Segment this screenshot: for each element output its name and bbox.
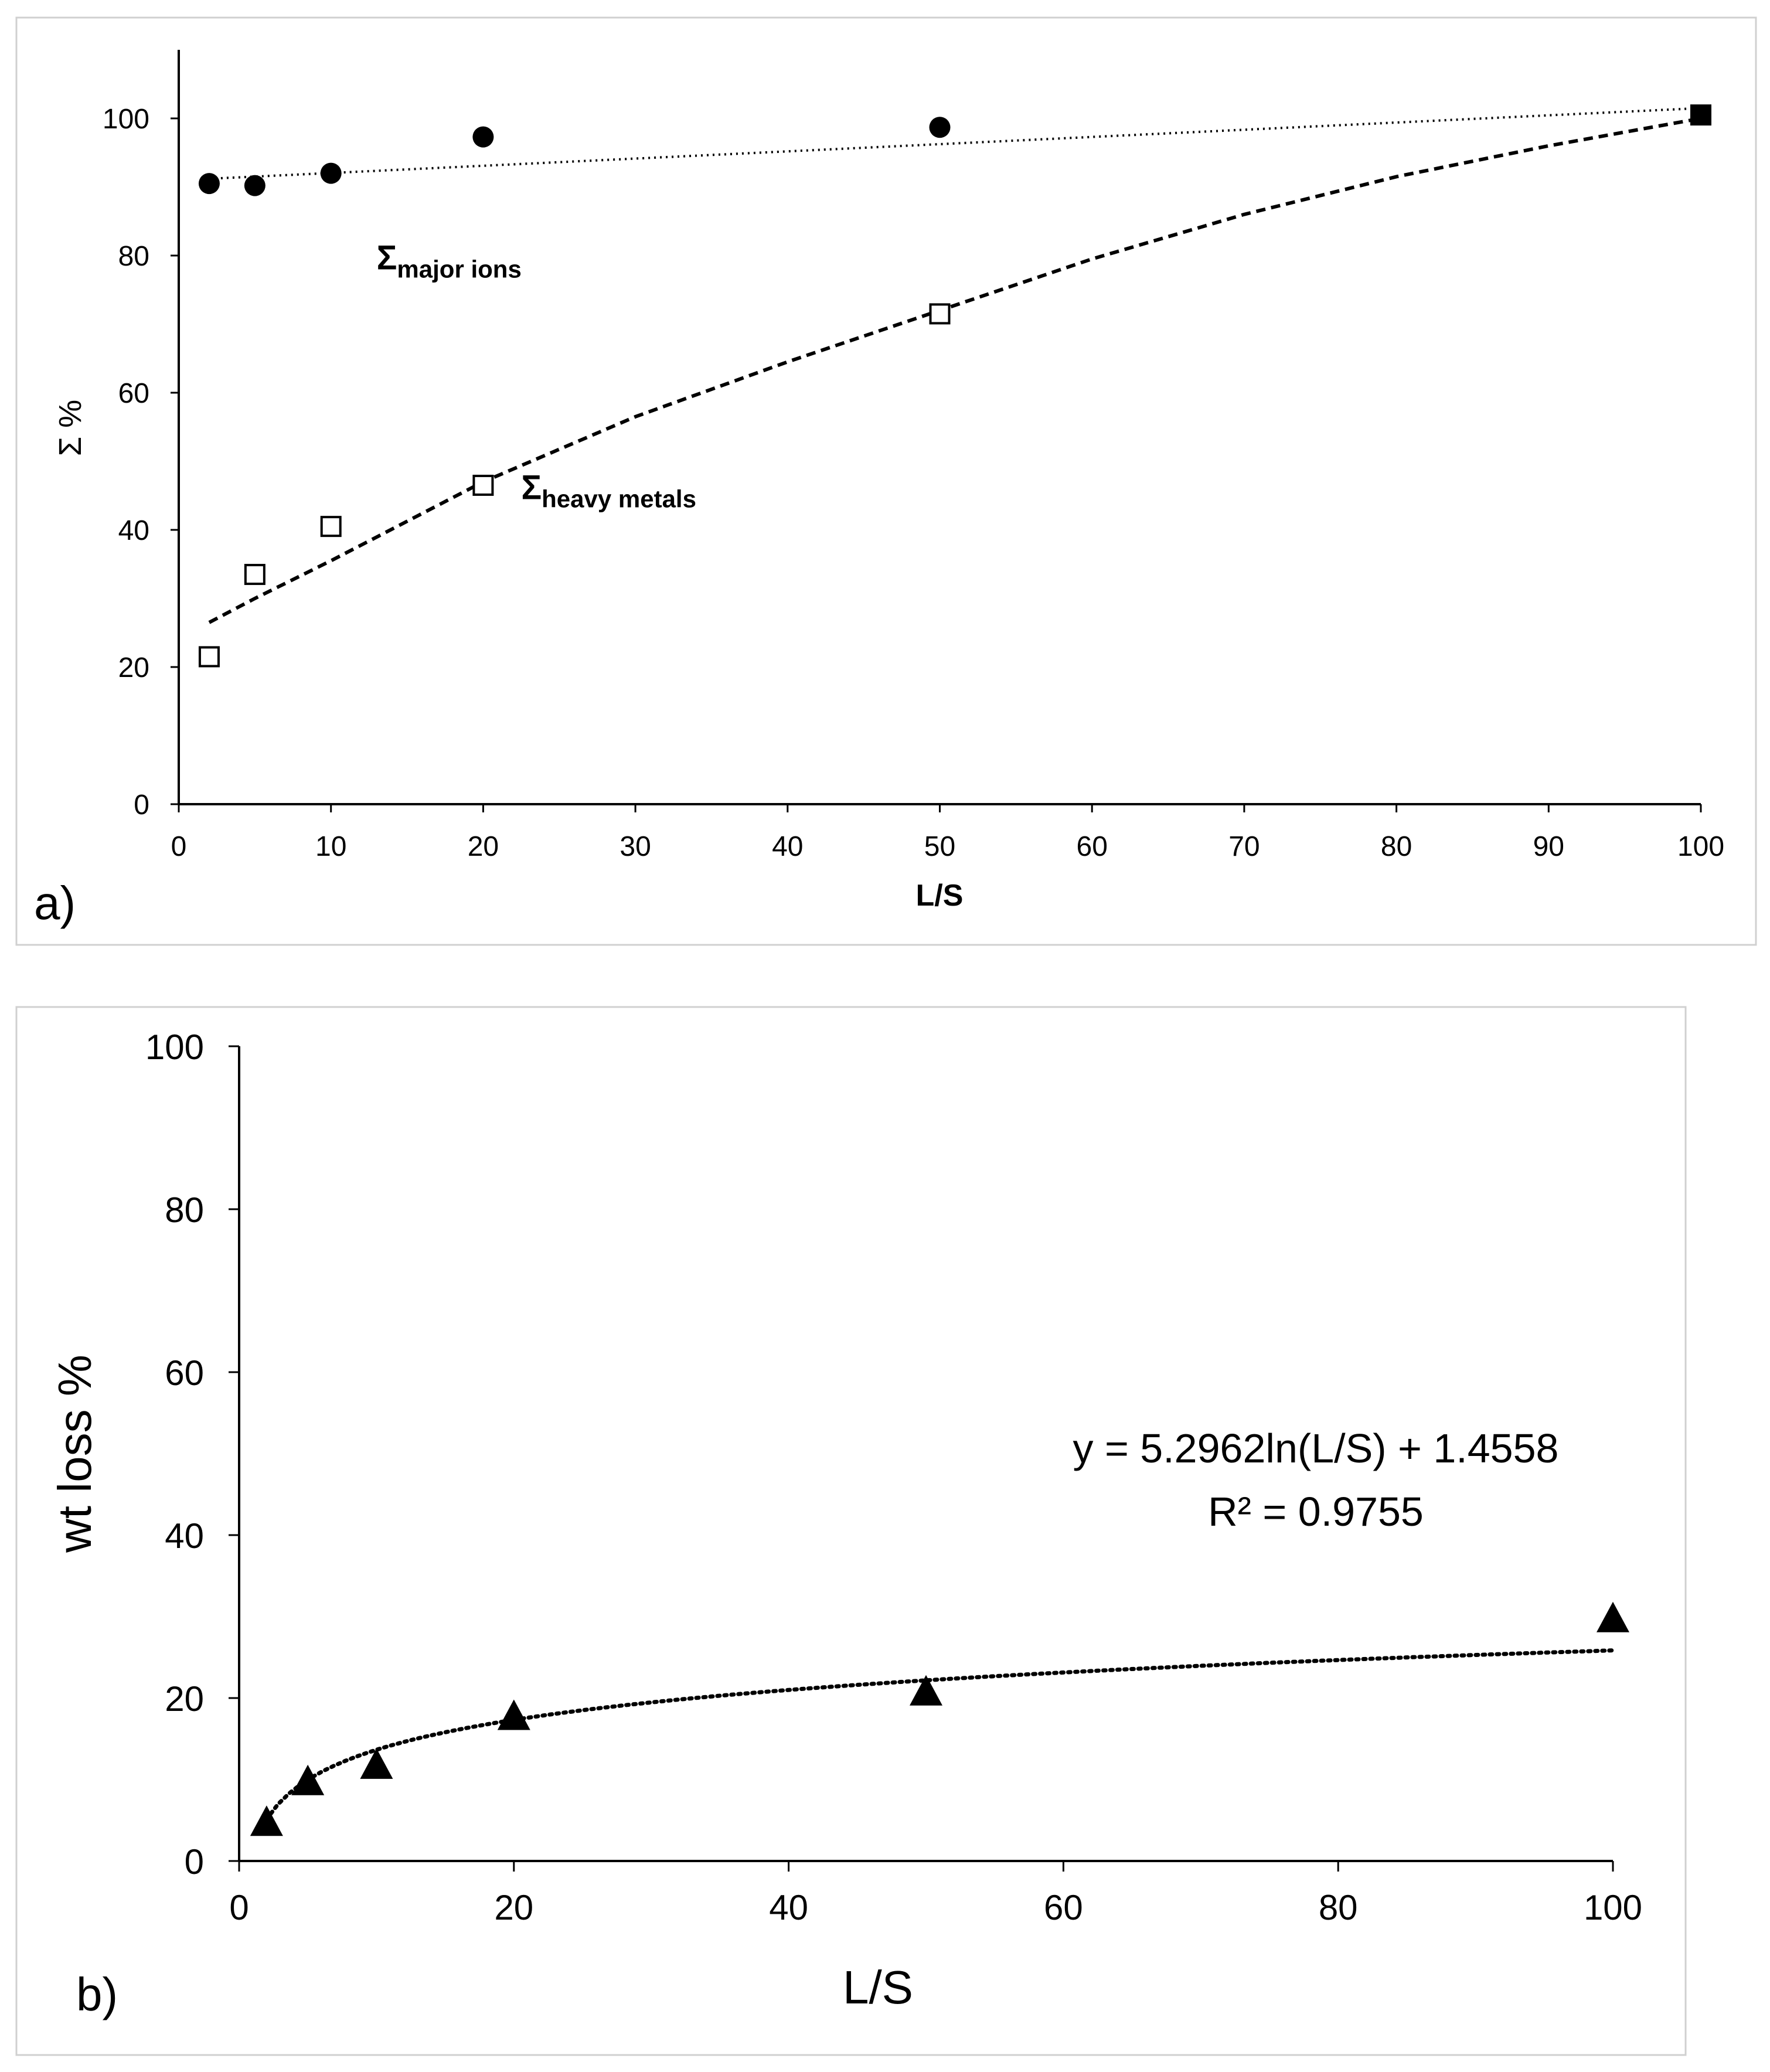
- panel-a-y-tick-label: 20: [118, 652, 149, 683]
- heavy-metals-point: [929, 303, 951, 325]
- heavy-metals-point: [320, 516, 342, 537]
- wt-loss-trendline: [264, 1648, 1615, 1822]
- panel-b-y-tick-label: 100: [145, 1028, 204, 1067]
- panel-a-x-tick-label: 90: [1533, 831, 1564, 862]
- panel-b-y-ticks: 0 20 40 60 80 100: [145, 1028, 239, 1882]
- heavy-metals-point: [244, 564, 266, 586]
- panel-a-y-ticks: 0 20 40 60 80 100: [103, 104, 179, 821]
- major-ions-point: [320, 162, 342, 184]
- heavy-metals-trendline: [208, 117, 1701, 624]
- heavy-metals-label: Σheavy metals: [521, 468, 696, 512]
- panel-b-x-tick-label: 80: [1319, 1888, 1358, 1927]
- panel-a-y-tick-label: 100: [103, 104, 149, 135]
- r-squared: R² = 0.9755: [1208, 1489, 1424, 1535]
- panel-a-x-tick-label: 0: [171, 831, 187, 862]
- panel-a-x-tick-label: 40: [772, 831, 803, 862]
- panel-b-y-axis-title: wt loss %: [49, 1355, 101, 1553]
- major-ions-label-sigma: Σ: [377, 239, 397, 277]
- panel-b-y-tick-label: 80: [165, 1190, 204, 1230]
- panel-a-y-tick-label: 60: [118, 378, 149, 409]
- panel-b-x-tick-label: 40: [769, 1888, 808, 1927]
- panel-a-x-tick-label: 80: [1381, 831, 1412, 862]
- panel-b-x-tick-label: 100: [1584, 1888, 1642, 1927]
- panel-b-y-tick-label: 60: [165, 1353, 204, 1393]
- panel-b-x-tick-label: 0: [229, 1888, 249, 1927]
- panel-a-x-tick-label: 50: [924, 831, 955, 862]
- endpoint-square-point: [1690, 104, 1711, 126]
- wt-loss-point: [250, 1805, 283, 1836]
- panel-a-frame: [15, 16, 1757, 946]
- panel-a-x-ticks: 0 10 20 30 40 50 60 70 80 90 100: [171, 804, 1724, 862]
- panel-a-y-tick-label: 40: [118, 515, 149, 546]
- panel-b-y-tick-label: 20: [165, 1679, 204, 1719]
- major-ions-point: [472, 126, 494, 148]
- panel-a-x-axis-title: L/S: [916, 879, 964, 913]
- heavy-metals-label-sub: heavy metals: [542, 485, 696, 512]
- wt-loss-point: [1597, 1601, 1629, 1632]
- panel-b-x-tick-label: 60: [1044, 1888, 1083, 1927]
- major-ions-point: [244, 175, 266, 196]
- panel-a-y-tick-label: 80: [118, 241, 149, 272]
- panel-b-y-tick-label: 0: [185, 1842, 204, 1882]
- wt-loss-point: [910, 1675, 942, 1706]
- heavy-metals-point: [198, 646, 220, 668]
- trendline-equation: y = 5.2962ln(L/S) + 1.4558: [1073, 1425, 1559, 1471]
- wt-loss-point: [497, 1699, 530, 1730]
- panel-b-x-ticks: 0 20 40 60 80 100: [229, 1861, 1642, 1927]
- panel-a-x-tick-label: 60: [1077, 831, 1108, 862]
- panel-b-y-tick-label: 40: [165, 1516, 204, 1556]
- panel-a-x-tick-label: 70: [1228, 831, 1260, 862]
- heavy-metals-label-sigma: Σ: [521, 468, 542, 506]
- panel-a-x-tick-label: 10: [315, 831, 346, 862]
- panel-a-marks: [198, 104, 1711, 668]
- major-ions-label-sub: major ions: [397, 255, 521, 283]
- panel-a-x-tick-label: 30: [620, 831, 651, 862]
- major-ions-label: Σmajor ions: [377, 239, 522, 283]
- panel-b-label: b): [76, 1968, 118, 2020]
- panel-b-marks: [250, 1601, 1629, 1836]
- wt-loss-point: [360, 1748, 393, 1779]
- panel-a-y-tick-label: 0: [134, 790, 149, 821]
- wt-loss-point: [291, 1764, 325, 1795]
- major-ions-point: [929, 117, 951, 138]
- panel-a-y-axis-title: Σ %: [53, 400, 88, 456]
- panel-a-x-tick-label: 100: [1677, 831, 1724, 862]
- panel-b-x-axis-title: L/S: [843, 1961, 913, 2013]
- panel-b-x-tick-label: 20: [494, 1888, 533, 1927]
- panel-a-label: a): [34, 877, 76, 929]
- panel-b-frame: [15, 1006, 1687, 2056]
- heavy-metals-point: [472, 474, 494, 496]
- panel-a-x-tick-label: 20: [468, 831, 499, 862]
- major-ions-point: [198, 173, 220, 195]
